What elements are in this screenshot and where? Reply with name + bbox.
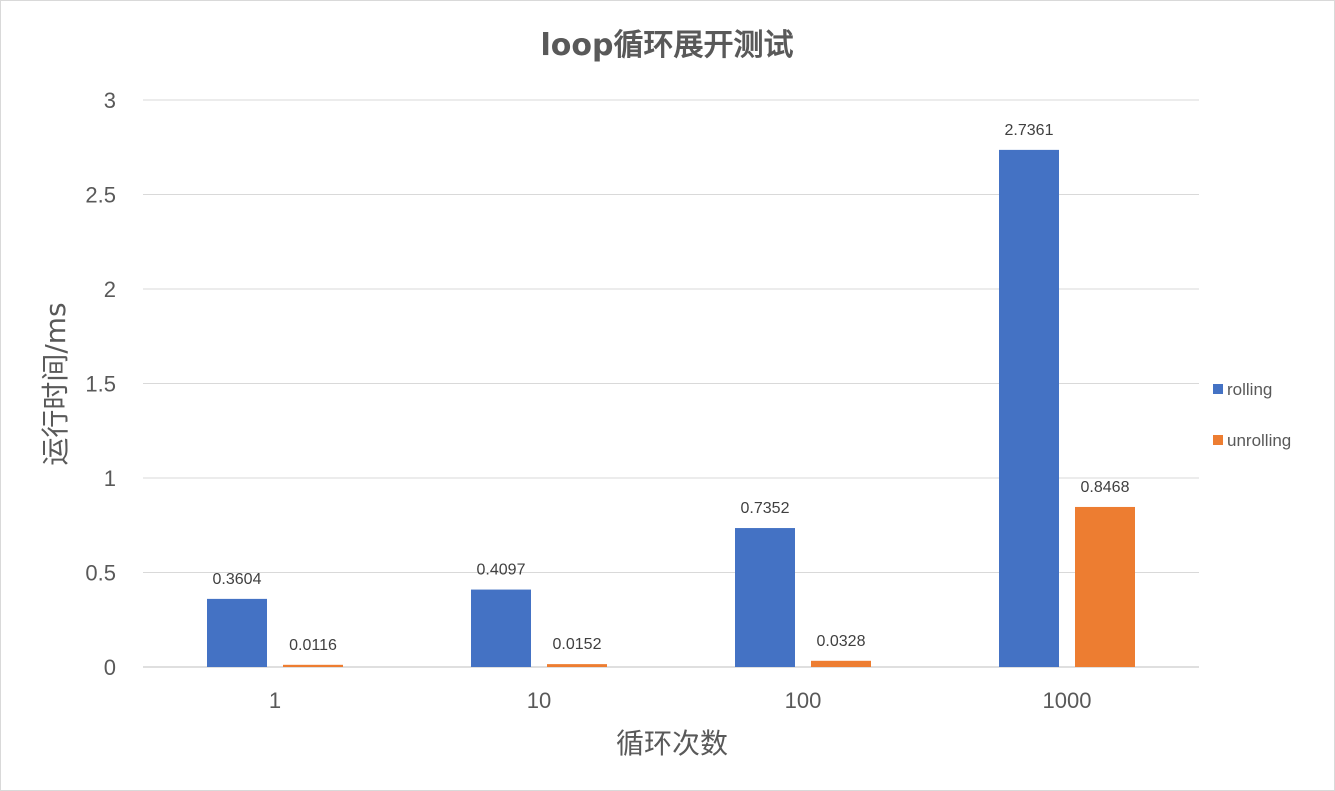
y-tick-label: 1 bbox=[104, 466, 116, 491]
legend-label: unrolling bbox=[1227, 431, 1291, 450]
legend: rolling unrolling bbox=[1213, 380, 1291, 450]
data-label: 0.0152 bbox=[553, 636, 602, 653]
data-label: 0.0116 bbox=[289, 637, 337, 654]
data-label: 0.0328 bbox=[817, 633, 866, 650]
data-label: 2.7361 bbox=[1005, 122, 1054, 139]
legend-label: rolling bbox=[1227, 380, 1272, 399]
x-axis-ticks: 1 10 100 1000 bbox=[269, 688, 1092, 713]
y-tick-label: 0 bbox=[104, 655, 116, 680]
x-tick-label: 1000 bbox=[1043, 688, 1092, 713]
legend-swatch bbox=[1213, 384, 1223, 394]
data-labels: 0.3604 0.0116 0.4097 0.0152 0.7352 0.0328 2.73… bbox=[213, 122, 1130, 654]
x-tick-label: 100 bbox=[785, 688, 822, 713]
bar bbox=[471, 589, 531, 667]
y-tick-label: 1.5 bbox=[85, 372, 116, 397]
bar bbox=[735, 528, 795, 667]
y-axis-title: 运行时间/ms bbox=[39, 302, 72, 465]
x-axis-title: 循环次数 bbox=[616, 727, 728, 760]
chart-title: loop循环展开测试 bbox=[541, 28, 794, 63]
bar bbox=[1075, 506, 1135, 667]
y-tick-label: 3 bbox=[104, 88, 116, 113]
bar bbox=[207, 598, 267, 667]
x-tick-label: 10 bbox=[527, 688, 551, 713]
bar bbox=[811, 660, 871, 667]
bars bbox=[207, 149, 1135, 668]
bar bbox=[547, 664, 607, 667]
bar bbox=[283, 664, 343, 667]
y-axis-ticks: 0 0.5 1 1.5 2 2.5 3 bbox=[85, 88, 116, 680]
y-tick-label: 0.5 bbox=[85, 561, 116, 586]
data-label: 0.7352 bbox=[741, 500, 790, 517]
y-tick-label: 2 bbox=[104, 277, 116, 302]
data-label: 0.4097 bbox=[477, 562, 526, 579]
data-label: 0.8468 bbox=[1081, 479, 1130, 496]
x-tick-label: 1 bbox=[269, 688, 281, 713]
bar bbox=[999, 149, 1059, 668]
y-tick-label: 2.5 bbox=[85, 183, 116, 208]
legend-swatch bbox=[1213, 435, 1223, 445]
data-label: 0.3604 bbox=[213, 571, 262, 588]
